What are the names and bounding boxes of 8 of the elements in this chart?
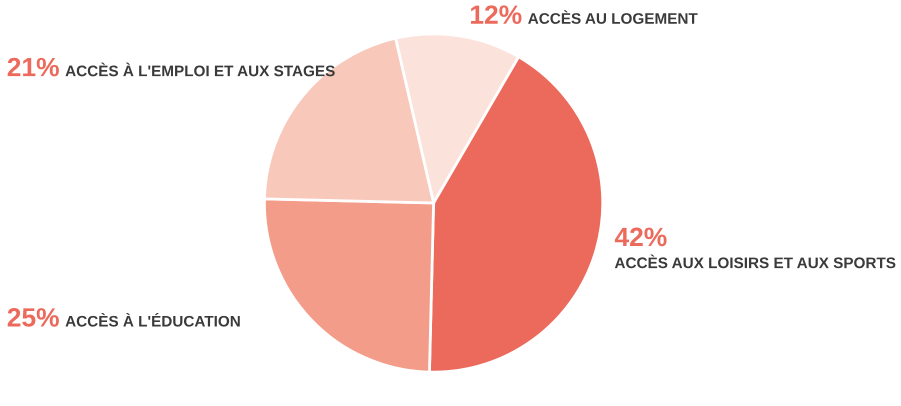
data-label: 42% [614, 228, 667, 246]
slice-label: ACCÈS À L'ÉDUCATION [66, 312, 240, 327]
slice-label: ACCÈS AU LOGEMENT [528, 10, 698, 24]
data-label: 25% [8, 308, 59, 327]
data-label: 12% [471, 5, 522, 24]
slice-label: ACCÈS À L'EMPLOI ET AUX STAGES [66, 62, 335, 76]
data-label: 21% [8, 58, 59, 76]
slice-label: ACCÈS AUX LOISIRS ET AUX SPORTS [614, 254, 896, 268]
